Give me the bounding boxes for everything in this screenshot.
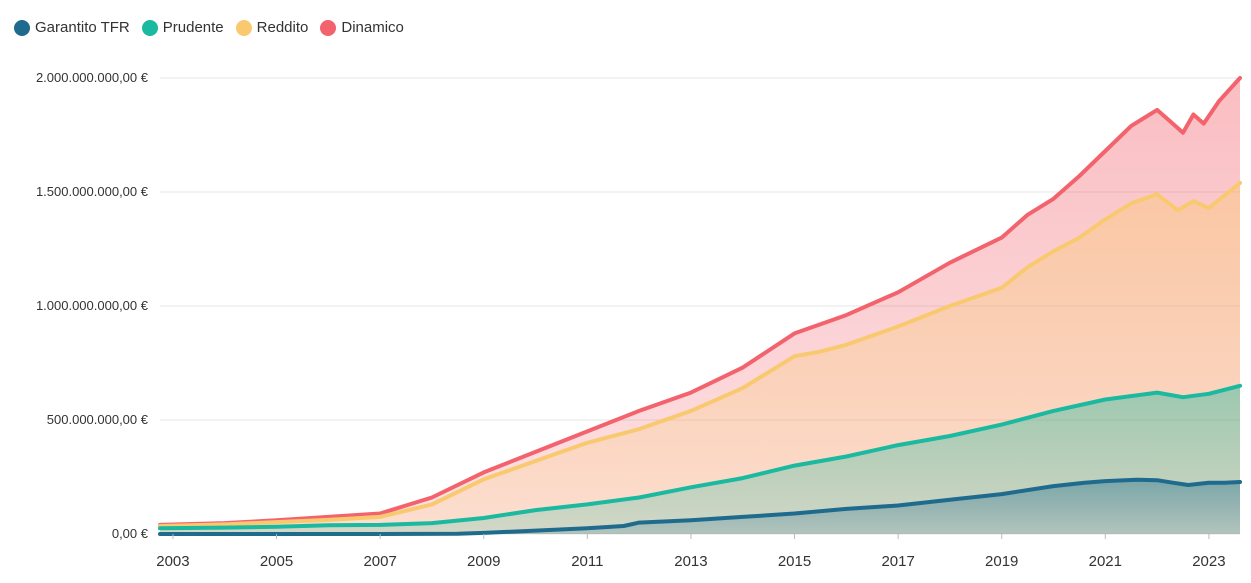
y-tick-label: 1.500.000.000,00 € <box>36 184 149 199</box>
x-tick-label: 2015 <box>778 553 811 570</box>
legend-item-garantito-tfr[interactable]: Garantito TFR <box>14 19 130 36</box>
y-tick-label: 2.000.000.000,00 € <box>36 70 149 85</box>
area-garantito-tfr <box>160 479 1240 534</box>
x-axis-ticks: 2003 2005 2007 2009 2011 2013 2015 2017 2019 2021… <box>156 534 1226 570</box>
series-lines <box>158 76 1242 536</box>
legend-item-reddito[interactable]: Reddito <box>235 19 309 36</box>
x-tick-label: 2023 <box>1192 553 1225 570</box>
chart-legend: Garantito TFR Prudente Reddito Dinamico <box>14 19 404 36</box>
legend-label-dinamico: Dinamico <box>341 19 404 36</box>
y-tick-label: 500.000.000,00 € <box>47 412 149 427</box>
legend-dot-prudente <box>141 19 158 36</box>
legend-label-prudente: Prudente <box>162 19 224 36</box>
line-dinamico <box>158 76 1242 527</box>
legend-dot-dinamico <box>320 19 337 36</box>
y-tick-label: 0,00 € <box>112 526 149 541</box>
x-tick-label: 2017 <box>881 553 914 570</box>
x-tick-label: 2009 <box>467 553 500 570</box>
x-tick-label: 2003 <box>156 553 189 570</box>
legend-item-dinamico[interactable]: Dinamico <box>320 19 404 36</box>
x-tick-label: 2021 <box>1089 553 1122 570</box>
legend-label-reddito: Reddito <box>256 19 309 36</box>
legend-label-garantito-tfr: Garantito TFR <box>35 19 130 36</box>
line-reddito <box>158 180 1242 528</box>
x-tick-label: 2005 <box>260 553 293 570</box>
legend-dot-reddito <box>235 19 252 36</box>
x-tick-label: 2011 <box>571 553 603 570</box>
legend-dot-garantito-tfr <box>14 19 30 36</box>
x-tick-label: 2007 <box>363 553 396 570</box>
y-tick-label: 1.000.000.000,00 € <box>36 298 149 313</box>
legend-item-prudente[interactable]: Prudente <box>141 19 224 36</box>
line-garantito-tfr <box>158 477 1242 536</box>
x-tick-label: 2013 <box>674 553 707 570</box>
x-tick-label: 2019 <box>985 553 1018 570</box>
line-prudente <box>158 383 1242 531</box>
y-axis-ticks: 0,00 € 500.000.000,00 € 1.000.000.000,00 €… <box>36 70 149 541</box>
